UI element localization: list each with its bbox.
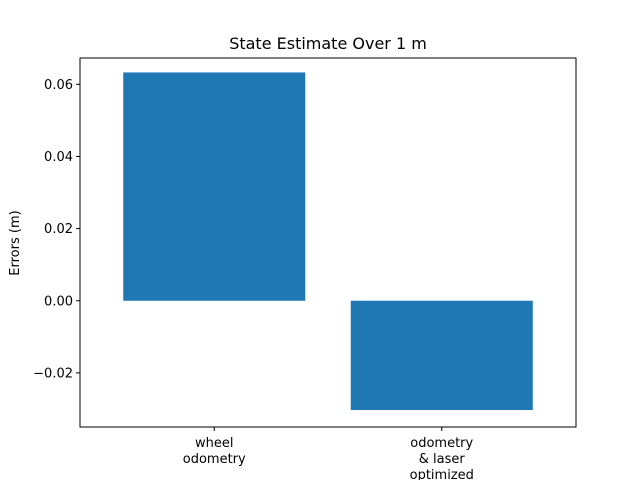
- bars: [123, 72, 533, 411]
- y-tick-label: 0.02: [44, 222, 73, 237]
- y-axis-label: Errors (m): [8, 210, 23, 275]
- bar-1: [350, 300, 533, 411]
- y-tick-label: 0.06: [44, 78, 73, 93]
- y-tick-label: −0.02: [33, 366, 73, 381]
- x-tick-label: odometry & laser optimized: [410, 436, 474, 480]
- x-tick-label-line: odometry: [410, 436, 473, 451]
- x-tick-label-line: & laser: [419, 452, 466, 467]
- chart-title: State Estimate Over 1 m: [229, 34, 427, 53]
- plot-frame: [79, 57, 577, 428]
- x-tick-label: wheel odometry: [183, 436, 246, 467]
- bar-0: [123, 72, 306, 301]
- y-axis-ticks: −0.02 0.00 0.02 0.04 0.06: [33, 78, 80, 381]
- x-tick-label-line: optimized: [410, 468, 474, 480]
- x-tick-label-line: wheel: [195, 436, 233, 451]
- x-tick-label-line: odometry: [183, 452, 246, 467]
- y-tick-label: 0.04: [44, 150, 73, 165]
- y-tick-label: 0.00: [44, 294, 73, 309]
